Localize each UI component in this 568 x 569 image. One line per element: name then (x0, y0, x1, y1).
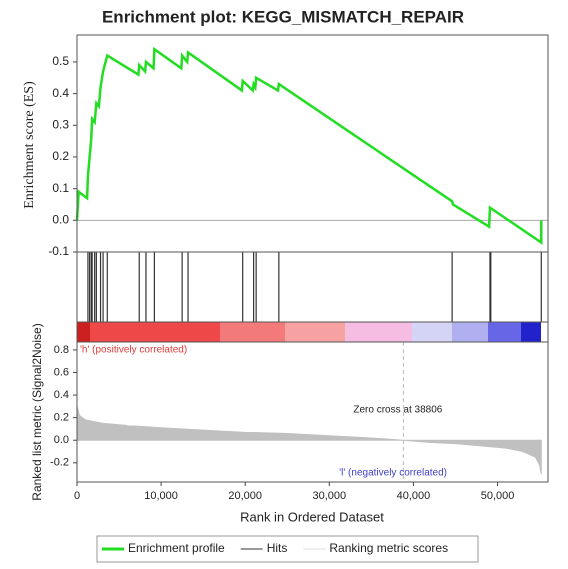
y-tick-label: 0.2 (54, 412, 69, 424)
y-tick-label: 0.8 (54, 344, 69, 356)
x-tick-label: 30,000 (312, 490, 346, 502)
color-segment (488, 322, 521, 342)
es-line (75, 46, 543, 245)
y-tick-label: -0.1 (48, 244, 69, 258)
color-segment (285, 322, 345, 342)
legend-label: Ranking metric scores (329, 541, 448, 555)
metric-area (76, 406, 542, 475)
color-segment (521, 322, 541, 342)
chart-title: Enrichment plot: KEGG_MISMATCH_REPAIR (102, 7, 464, 26)
color-segment (77, 322, 90, 342)
x-tick-label: 20,000 (228, 490, 262, 502)
x-tick-label: 10,000 (144, 490, 178, 502)
color-bar (77, 322, 541, 342)
x-tick-label: 0 (74, 490, 80, 502)
y-tick-label: 0.4 (52, 86, 69, 100)
panel-frame (76, 251, 549, 323)
annotation: Zero cross at 38806 (353, 405, 442, 416)
x-tick-label: 40,000 (397, 490, 431, 502)
y-tick-label: 0.6 (54, 366, 69, 378)
y-tick-label: 0.5 (52, 54, 69, 68)
legend-label: Hits (267, 541, 288, 555)
panel-frame (76, 341, 549, 483)
y-tick-label: 0.0 (52, 212, 69, 226)
color-segment (412, 322, 452, 342)
negative-label: 'l' (negatively correlated) (339, 468, 447, 479)
x-tick-label: 50,000 (481, 490, 515, 502)
y-tick-label: 0.2 (52, 149, 69, 163)
y-axis-label: Ranked list metric (Signal2Noise) (30, 323, 44, 500)
y-tick-label: 0.3 (52, 117, 69, 131)
color-segment (452, 322, 488, 342)
legend-label: Enrichment profile (128, 541, 225, 555)
legend-box (96, 535, 479, 563)
color-segment (90, 322, 220, 342)
x-axis-label: Rank in Ordered Dataset (240, 509, 384, 524)
y-tick-label: -0.2 (50, 457, 69, 469)
y-tick-label: 0.1 (52, 181, 69, 195)
y-tick-label: 0.4 (54, 389, 69, 401)
positive-label: 'h' (positively correlated) (80, 345, 187, 356)
color-segment (345, 322, 412, 342)
y-tick-label: 0.0 (54, 434, 69, 446)
y-axis-label: Enrichment score (ES) (22, 81, 37, 209)
color-segment (220, 322, 285, 342)
